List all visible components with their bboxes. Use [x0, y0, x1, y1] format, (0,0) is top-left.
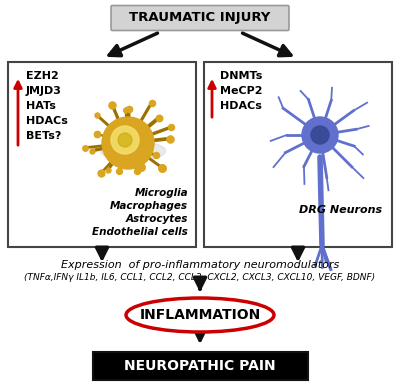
Text: BETs?: BETs?: [26, 131, 61, 141]
Text: Microglia: Microglia: [134, 188, 188, 198]
Text: NEUROPATHIC PAIN: NEUROPATHIC PAIN: [124, 359, 276, 373]
Ellipse shape: [100, 141, 166, 161]
Bar: [92, 352, 308, 380]
Circle shape: [302, 117, 338, 153]
Text: Macrophages: Macrophages: [110, 201, 188, 211]
Circle shape: [102, 117, 154, 169]
Circle shape: [311, 126, 329, 144]
Text: MeCP2: MeCP2: [220, 86, 262, 96]
Ellipse shape: [126, 298, 274, 332]
Bar: [204, 62, 392, 247]
Text: HDACs: HDACs: [220, 101, 262, 111]
Text: JMJD3: JMJD3: [26, 86, 62, 96]
Text: EZH2: EZH2: [26, 71, 59, 81]
Text: Expression  of pro-inflammatory neuromodulators: Expression of pro-inflammatory neuromodu…: [61, 260, 339, 270]
Bar: [8, 62, 196, 247]
Text: HDACs: HDACs: [26, 116, 68, 126]
Text: HATs: HATs: [26, 101, 56, 111]
Circle shape: [118, 133, 132, 147]
Text: TRAUMATIC INJURY: TRAUMATIC INJURY: [129, 12, 271, 24]
Text: DRG Neurons: DRG Neurons: [299, 205, 382, 215]
Text: DNMTs: DNMTs: [220, 71, 262, 81]
Text: Endothelial cells: Endothelial cells: [92, 227, 188, 237]
Text: INFLAMMATION: INFLAMMATION: [139, 308, 261, 322]
FancyBboxPatch shape: [111, 5, 289, 31]
Circle shape: [111, 126, 139, 154]
Text: (TNFα,IFNγ IL1b, IL6, CCL1, CCL2, CCL3, CXCL2, CXCL3, CXCL10, VEGF, BDNF): (TNFα,IFNγ IL1b, IL6, CCL1, CCL2, CCL3, …: [24, 274, 376, 283]
Text: Astrocytes: Astrocytes: [126, 214, 188, 224]
